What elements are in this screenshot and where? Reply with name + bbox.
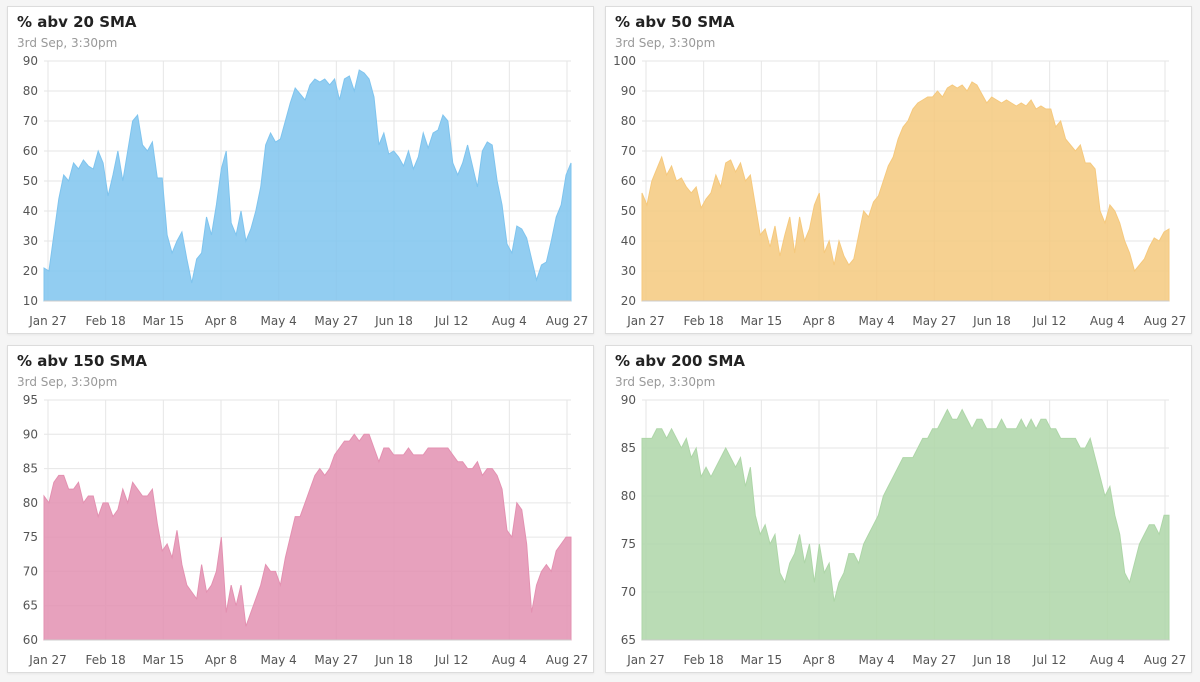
y-tick-label: 40: [23, 204, 38, 218]
y-tick-label: 65: [23, 599, 38, 613]
x-tick-label: Mar 15: [142, 653, 184, 667]
x-tick-label: Apr 8: [205, 314, 237, 328]
x-tick-label: Aug 4: [1090, 314, 1125, 328]
x-tick-label: May 4: [859, 653, 895, 667]
y-tick-label: 80: [23, 496, 38, 510]
chart-title: % abv 20 SMA: [17, 13, 137, 31]
chart-panel-150sma: % abv 150 SMA 3rd Sep, 3:30pm 60 65 70 75 80…: [7, 345, 594, 673]
y-tick-label: 30: [23, 234, 38, 248]
x-tick-label: Jul 12: [1032, 314, 1067, 328]
chart-subtitle: 3rd Sep, 3:30pm: [615, 375, 716, 389]
x-tick-label: Aug 4: [492, 314, 527, 328]
x-tick-label: Jul 12: [1032, 653, 1067, 667]
chart-panel-200sma: % abv 200 SMA 3rd Sep, 3:30pm 65 70 75 80 85…: [605, 345, 1192, 673]
x-tick-label: Jul 12: [434, 314, 469, 328]
x-tick-label: Apr 8: [803, 314, 835, 328]
y-tick-label: 75: [621, 537, 636, 551]
chart-title: % abv 50 SMA: [615, 13, 735, 31]
y-tick-label: 20: [23, 264, 38, 278]
x-tick-label: May 4: [261, 653, 297, 667]
x-tick-label: Mar 15: [740, 653, 782, 667]
y-tick-label: 80: [621, 114, 636, 128]
chart-panel-50sma: % abv 50 SMA 3rd Sep, 3:30pm 20 30 40 50 60 7…: [605, 6, 1192, 334]
x-tick-label: Jul 12: [434, 653, 469, 667]
y-tick-label: 80: [621, 489, 636, 503]
x-tick-label: May 27: [314, 653, 358, 667]
y-tick-label: 90: [621, 393, 636, 407]
x-tick-label: Feb 18: [85, 653, 125, 667]
x-tick-label: Feb 18: [85, 314, 125, 328]
y-tick-label: 10: [23, 294, 38, 308]
y-tick-label: 50: [23, 174, 38, 188]
area-series: [641, 408, 1170, 641]
y-tick-label: 80: [23, 84, 38, 98]
chart-subtitle: 3rd Sep, 3:30pm: [17, 375, 118, 389]
x-tick-label: Jan 27: [626, 653, 665, 667]
area-chart: 10 20 30 40 50 60 70 80 90 Jan 27 Feb 18 Mar 15 Apr …: [23, 54, 589, 328]
y-tick-label: 70: [621, 585, 636, 599]
x-tick-label: Aug 4: [492, 653, 527, 667]
area-series: [641, 81, 1170, 302]
area-series: [43, 433, 572, 641]
x-tick-label: Aug 27: [546, 653, 589, 667]
x-tick-label: Apr 8: [803, 653, 835, 667]
x-tick-label: Aug 4: [1090, 653, 1125, 667]
area-chart: 65 70 75 80 85 90 Jan 27 Feb 18 Mar 15 Apr 8 May 4…: [621, 393, 1187, 667]
x-tick-label: May 4: [261, 314, 297, 328]
x-tick-label: May 27: [314, 314, 358, 328]
y-tick-label: 95: [23, 393, 38, 407]
area-chart: 20 30 40 50 60 70 80 90 100 Jan 27 Feb 18 Mar 15 Apr…: [613, 54, 1187, 328]
y-tick-label: 75: [23, 530, 38, 544]
x-tick-label: Mar 15: [740, 314, 782, 328]
chart-title: % abv 150 SMA: [17, 352, 147, 370]
x-tick-label: Apr 8: [205, 653, 237, 667]
y-tick-label: 20: [621, 294, 636, 308]
y-tick-label: 70: [23, 114, 38, 128]
x-tick-label: Feb 18: [683, 314, 723, 328]
y-tick-label: 90: [621, 84, 636, 98]
y-tick-label: 70: [621, 144, 636, 158]
chart-title: % abv 200 SMA: [615, 352, 745, 370]
x-tick-label: Mar 15: [142, 314, 184, 328]
y-tick-label: 60: [23, 144, 38, 158]
x-tick-label: May 4: [859, 314, 895, 328]
area-chart: 60 65 70 75 80 85 90 95 Jan 27 Feb 18 Mar 15 Apr 8 M…: [23, 393, 589, 667]
x-tick-label: May 27: [912, 653, 956, 667]
y-tick-label: 40: [621, 234, 636, 248]
area-series: [43, 69, 572, 302]
x-tick-label: Jun 18: [374, 653, 413, 667]
x-tick-label: Jan 27: [626, 314, 665, 328]
y-tick-label: 85: [23, 462, 38, 476]
x-tick-label: Aug 27: [546, 314, 589, 328]
x-tick-label: Jan 27: [28, 314, 67, 328]
x-tick-label: Feb 18: [683, 653, 723, 667]
chart-panel-20sma: % abv 20 SMA 3rd Sep, 3:30pm 10 20 30 40 50 6…: [7, 6, 594, 334]
x-tick-label: Aug 27: [1144, 653, 1187, 667]
y-tick-label: 90: [23, 54, 38, 68]
y-tick-label: 50: [621, 204, 636, 218]
y-tick-label: 100: [613, 54, 636, 68]
chart-subtitle: 3rd Sep, 3:30pm: [17, 36, 118, 50]
x-tick-label: Jun 18: [374, 314, 413, 328]
y-tick-label: 60: [23, 633, 38, 647]
y-tick-label: 30: [621, 264, 636, 278]
y-tick-label: 65: [621, 633, 636, 647]
x-tick-label: Jun 18: [972, 653, 1011, 667]
x-tick-label: May 27: [912, 314, 956, 328]
x-tick-label: Jun 18: [972, 314, 1011, 328]
y-tick-label: 70: [23, 564, 38, 578]
y-tick-label: 85: [621, 441, 636, 455]
y-tick-label: 60: [621, 174, 636, 188]
chart-subtitle: 3rd Sep, 3:30pm: [615, 36, 716, 50]
y-tick-label: 90: [23, 427, 38, 441]
x-tick-label: Jan 27: [28, 653, 67, 667]
x-tick-label: Aug 27: [1144, 314, 1187, 328]
